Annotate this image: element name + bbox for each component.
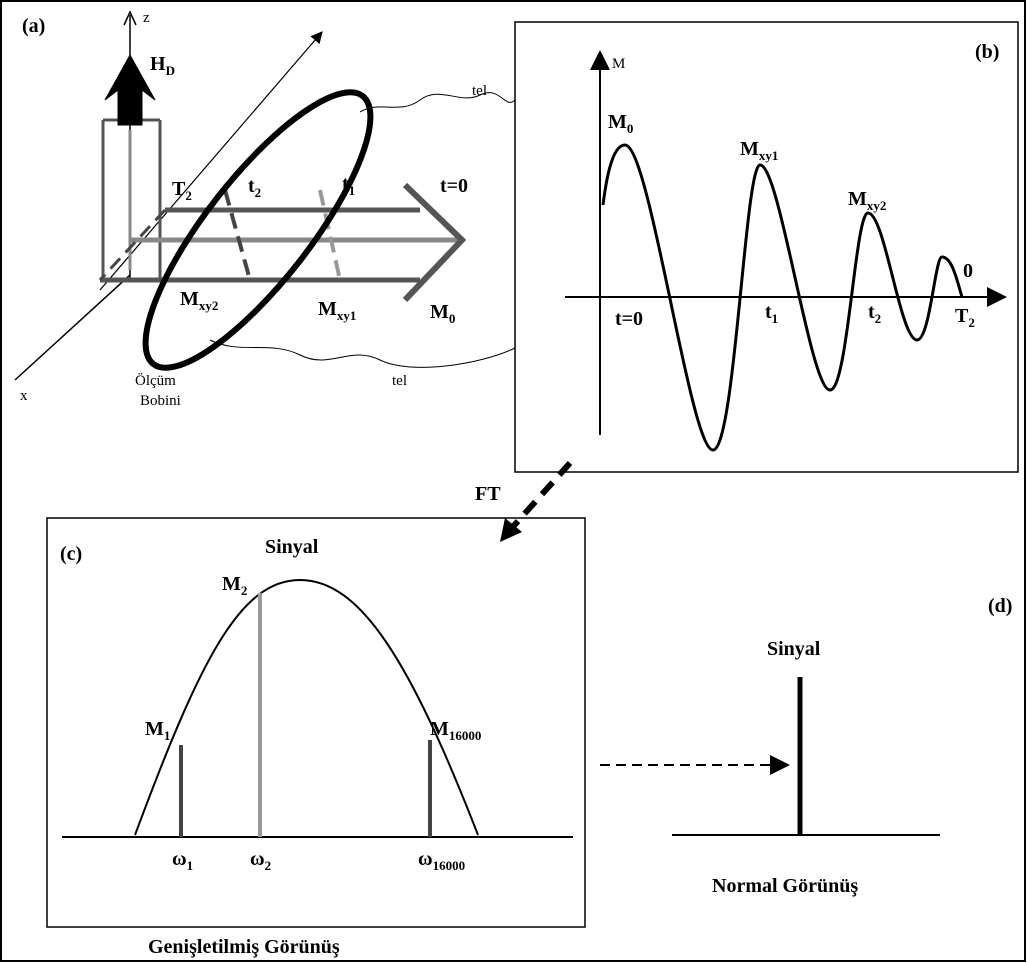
freq-label: ω2 <box>250 848 271 873</box>
ft-arrow <box>510 463 570 530</box>
peak-label: M1 <box>145 718 170 743</box>
axis-label: x <box>20 388 28 404</box>
caption: Normal Görünüş <box>712 875 858 897</box>
panel-label: (a) <box>22 15 45 37</box>
magnetization-label: Mxy2 <box>180 288 218 313</box>
ft-arrowhead <box>500 518 522 542</box>
frame <box>1 1 1025 961</box>
panel-label: (c) <box>60 543 82 565</box>
panel-label: (b) <box>975 41 999 63</box>
panel-a <box>15 12 515 396</box>
peak-label: Mxy2 <box>848 188 886 213</box>
time-label: t=0 <box>440 175 468 197</box>
coil-label: Ölçüm <box>135 372 176 389</box>
wire-label: tel <box>392 373 407 389</box>
time-label: T2 <box>172 178 192 203</box>
peak-label: M0 <box>608 111 633 136</box>
axis-label: M <box>612 56 625 72</box>
peak-label: 0 <box>963 260 973 282</box>
axis-label: z <box>143 10 150 26</box>
freq-label: ω1 <box>172 848 193 873</box>
wire-label: tel <box>472 83 487 99</box>
peak-label: M2 <box>222 573 247 598</box>
field-label: HD <box>150 53 175 78</box>
time-label: t2 <box>868 301 881 326</box>
panel-title: Sinyal <box>767 638 821 660</box>
panel-d <box>600 677 940 835</box>
panel-label: (d) <box>988 595 1012 617</box>
figure: (a) z x HD T2 t2 t1 t=0 Mxy2 Mxy1 M0 Ölç… <box>0 0 1027 963</box>
time-label: T2 <box>955 305 975 330</box>
panel-b-box <box>515 22 1018 472</box>
panel-c <box>62 580 573 837</box>
time-label: t1 <box>765 301 778 326</box>
peak-label: M16000 <box>430 718 481 743</box>
peak-label: Mxy1 <box>740 138 778 163</box>
panel-title: Sinyal <box>265 536 319 558</box>
magnetization-label: Mxy1 <box>318 298 356 323</box>
freq-label: ω16000 <box>418 848 465 873</box>
time-label: t=0 <box>615 308 643 330</box>
panel-c-box <box>47 518 585 927</box>
coil-label: Bobini <box>140 393 181 409</box>
ft-label: FT <box>475 483 501 505</box>
time-label: t2 <box>248 175 261 200</box>
magnetization-label: M0 <box>430 301 455 326</box>
panel-b <box>565 52 1005 450</box>
caption: Genişletilmiş Görünüş <box>148 936 340 958</box>
